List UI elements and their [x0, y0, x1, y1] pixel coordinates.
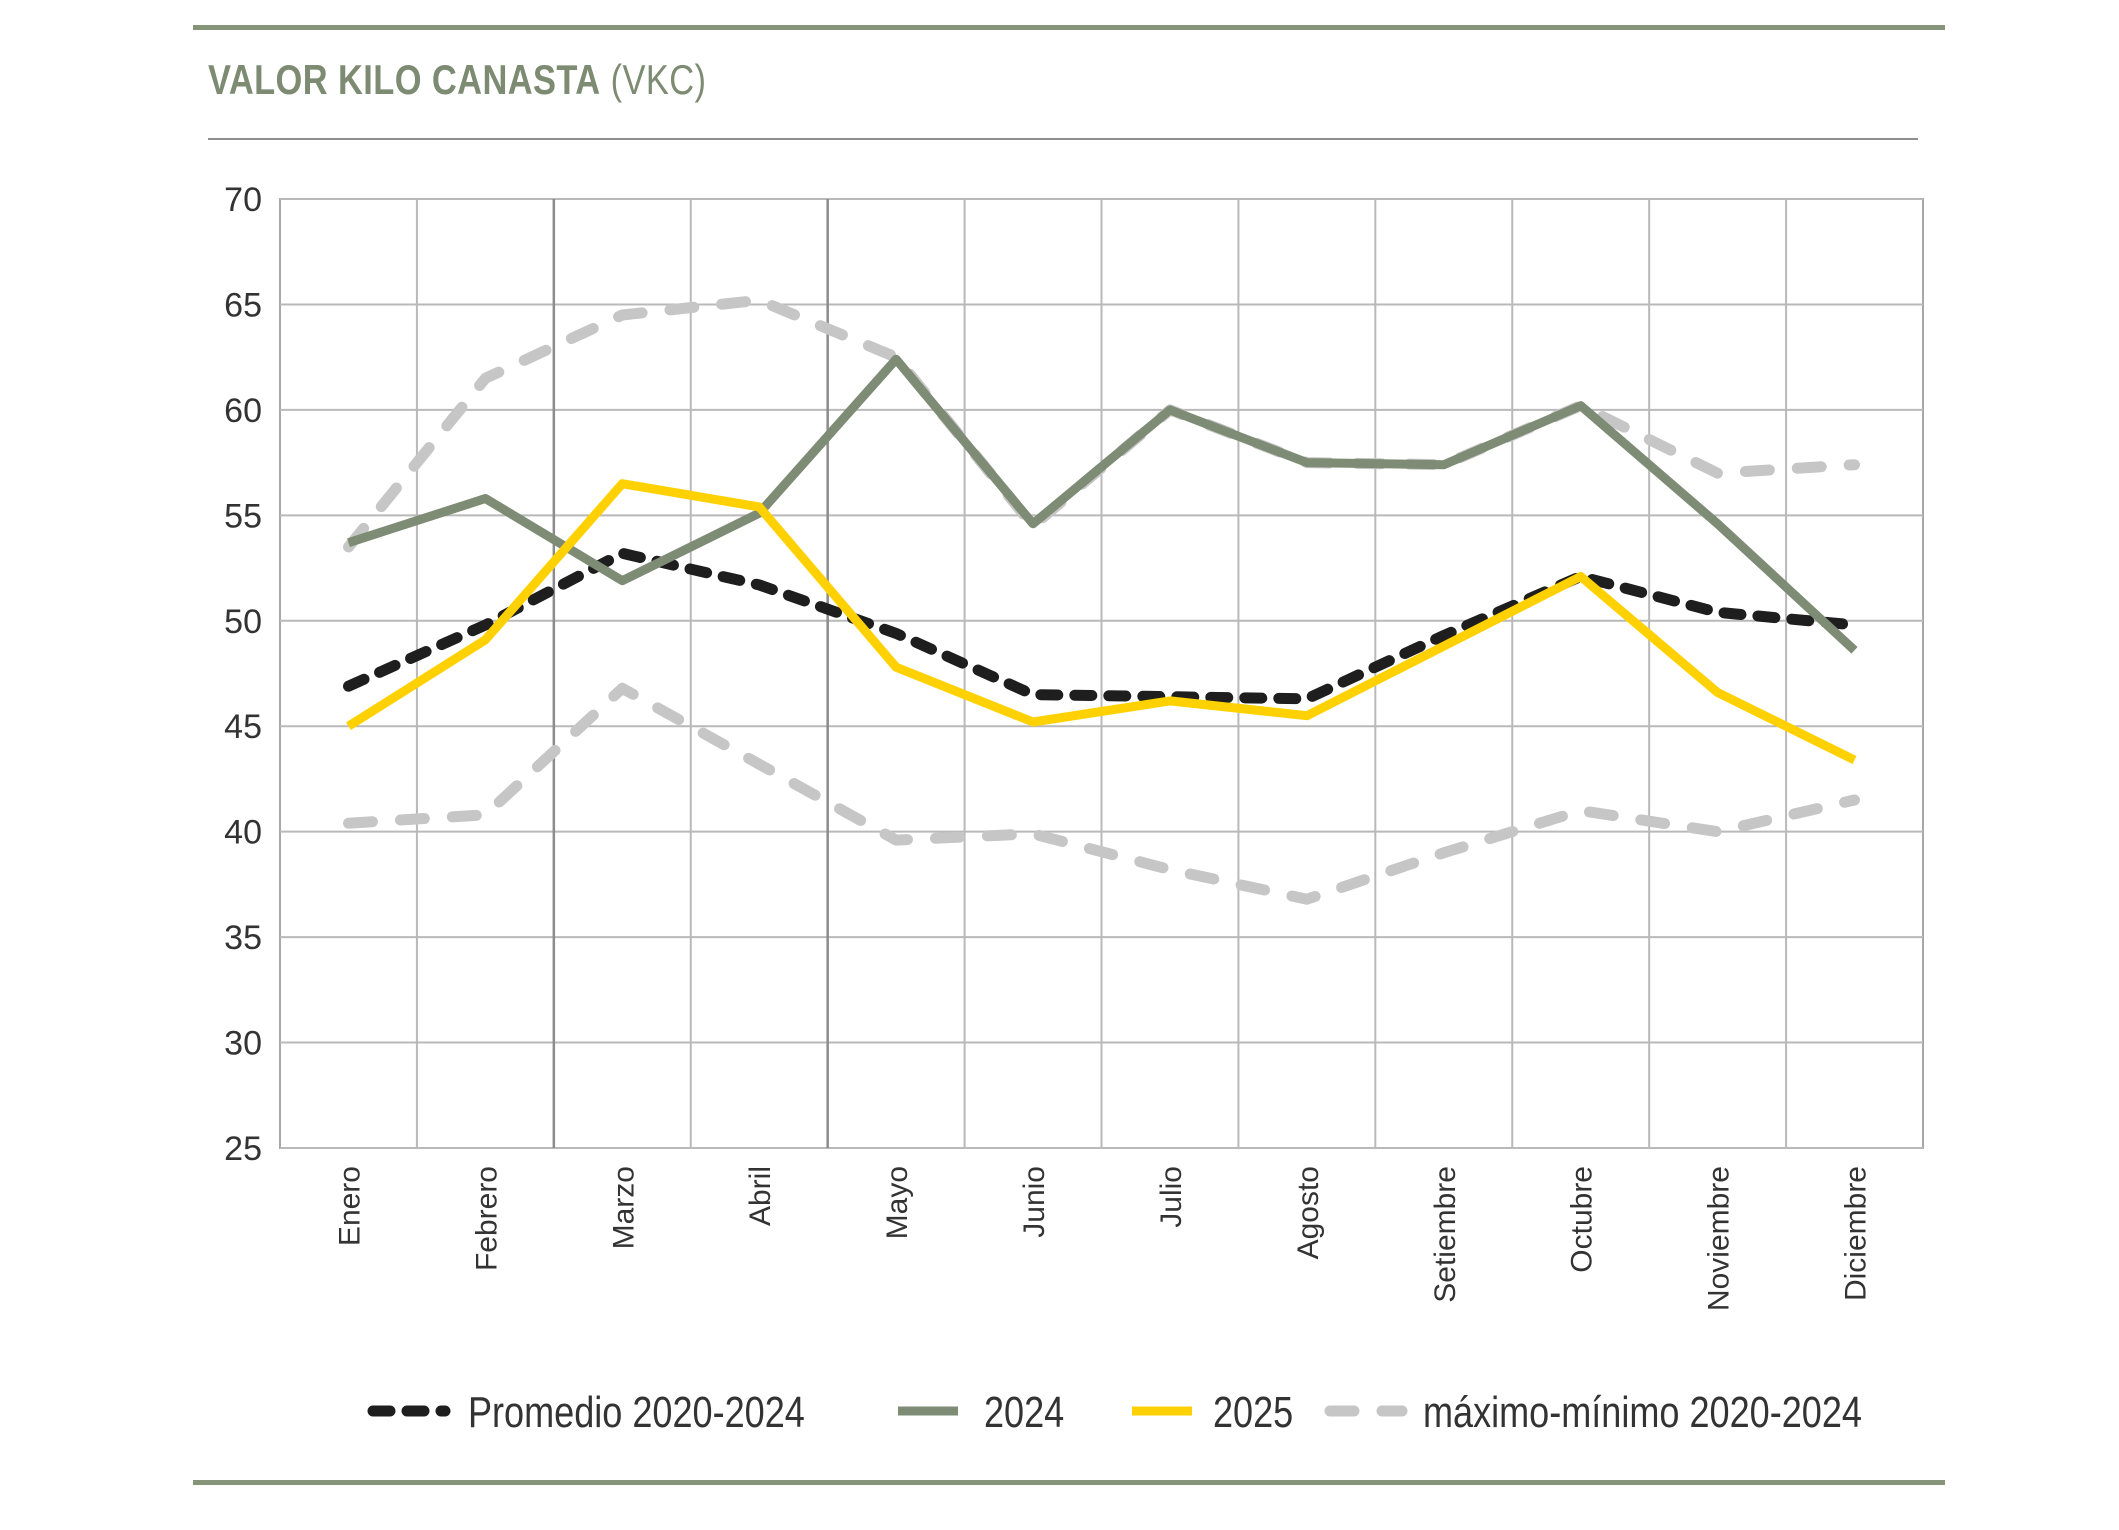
x-tick-label: Mayo: [881, 1166, 914, 1239]
chart-grid: [279, 198, 1924, 1149]
title-suffix: (VKC): [610, 56, 707, 103]
chart-legend: Promedio 2020-2024 2024 2025 máximo-mínimo …: [367, 1388, 1862, 1437]
y-tick-label: 60: [224, 392, 262, 430]
legend-label-promedio: Promedio 2020-2024: [468, 1388, 805, 1437]
y-tick-label: 55: [224, 497, 262, 535]
top-rule: [193, 25, 1945, 30]
x-tick-label: Diciembre: [1840, 1166, 1873, 1301]
y-tick-label: 25: [224, 1130, 262, 1168]
x-tick-label: Junio: [1018, 1166, 1051, 1238]
x-tick-label: Setiembre: [1429, 1166, 1462, 1303]
y-tick-label: 35: [224, 919, 262, 957]
series-line-y2024-3: [347, 354, 1858, 654]
x-tick-label: Julio: [1155, 1166, 1188, 1228]
y-tick-label: 70: [224, 181, 262, 219]
x-tick-label: Febrero: [470, 1166, 503, 1271]
title-divider: [208, 138, 1918, 140]
y-tick-label: 65: [224, 286, 262, 324]
title-main: VALOR KILO CANASTA: [208, 56, 601, 103]
bottom-rule: [193, 1480, 1945, 1485]
x-tick-label: Enero: [333, 1166, 366, 1246]
x-tick-label: Agosto: [1292, 1166, 1325, 1259]
x-tick-label: Octubre: [1566, 1166, 1599, 1273]
y-tick-label: 50: [224, 603, 262, 641]
chart-title: VALOR KILO CANASTA (VKC): [208, 56, 706, 104]
x-tick-label: Noviembre: [1703, 1166, 1736, 1311]
legend-label-y2025: 2025: [1213, 1388, 1293, 1437]
y-tick-label: 30: [224, 1025, 262, 1063]
x-tick-label: Marzo: [607, 1166, 640, 1249]
series-line-maxmin-1: [343, 682, 1860, 905]
x-tick-label: Abril: [744, 1166, 777, 1226]
chart-series: [343, 294, 1860, 905]
y-axis: 25 30 35 40 45 50 55 60 65 70: [224, 181, 262, 1168]
y-tick-label: 40: [224, 814, 262, 852]
legend-label-y2024: 2024: [984, 1388, 1064, 1437]
x-axis: Enero Febrero Marzo Abril Mayo Junio Julio Agos…: [333, 1166, 1872, 1311]
y-tick-label: 45: [224, 708, 262, 746]
legend-label-maxmin: máximo-mínimo 2020-2024: [1423, 1388, 1862, 1437]
series-line-y2025-4: [346, 479, 1857, 765]
